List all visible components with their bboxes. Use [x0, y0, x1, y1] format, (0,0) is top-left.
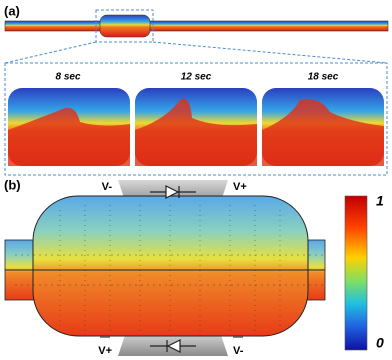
electrode-label: V-	[233, 345, 244, 357]
colorbar	[344, 195, 368, 351]
zoom-box	[95, 9, 154, 43]
zoom-line	[4, 41, 97, 64]
snapshot	[8, 88, 130, 166]
time-label: 8 sec	[55, 72, 80, 83]
zoom-line	[152, 41, 388, 64]
chamber	[4, 195, 326, 337]
snapshot	[262, 88, 384, 166]
panel-label: (b)	[4, 177, 21, 192]
electrode-label: V+	[98, 345, 112, 357]
electrode-label: V+	[233, 181, 247, 193]
colorbar-label: 0	[376, 335, 384, 351]
colorbar-label: 1	[376, 193, 384, 209]
diode	[150, 185, 196, 353]
channel	[4, 14, 389, 38]
electrode-label: V-	[102, 181, 113, 193]
panel-label: (a)	[4, 3, 20, 18]
snapshot	[135, 88, 257, 166]
time-label: 12 sec	[181, 72, 212, 83]
zoom-frame	[4, 62, 388, 176]
time-label: 18 sec	[308, 72, 339, 83]
